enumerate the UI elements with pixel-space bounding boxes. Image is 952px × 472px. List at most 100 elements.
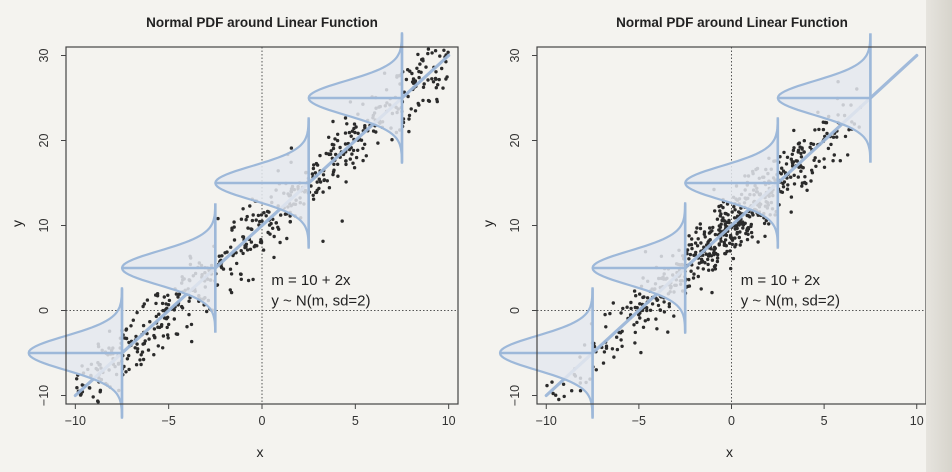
data-point: [356, 148, 360, 152]
data-point: [229, 272, 234, 276]
data-point: [363, 142, 367, 146]
y-axis-label: y: [480, 220, 496, 227]
data-point: [745, 227, 750, 231]
data-point: [638, 292, 642, 296]
y-tick-label: 0: [37, 307, 51, 314]
data-point: [751, 213, 755, 217]
data-point: [143, 339, 147, 343]
data-point: [376, 141, 380, 145]
data-point: [359, 138, 364, 142]
data-point: [245, 248, 250, 252]
data-point: [407, 129, 411, 134]
data-point: [239, 217, 244, 221]
data-point: [160, 301, 165, 306]
data-point: [545, 383, 549, 388]
data-point: [730, 238, 735, 242]
data-point: [325, 179, 329, 183]
data-point: [216, 216, 220, 221]
data-point: [632, 289, 637, 293]
data-point: [176, 295, 180, 299]
data-point: [416, 101, 420, 106]
data-point: [232, 238, 237, 242]
data-point: [620, 344, 624, 348]
data-point: [230, 228, 234, 232]
data-point: [733, 245, 737, 249]
data-point: [232, 225, 236, 229]
data-point: [550, 380, 554, 384]
data-point: [645, 306, 649, 310]
data-point: [264, 214, 268, 218]
data-point: [315, 163, 320, 167]
data-point: [276, 225, 280, 229]
data-point: [557, 397, 561, 402]
data-point: [706, 262, 710, 267]
y-tick-label: 10: [508, 219, 522, 233]
data-point: [713, 209, 717, 213]
data-point: [239, 249, 243, 253]
data-point: [416, 52, 420, 57]
data-point: [713, 246, 717, 251]
x-tick-label: 5: [821, 414, 828, 428]
data-point: [321, 239, 325, 243]
data-point: [141, 323, 146, 328]
data-point: [127, 353, 131, 358]
data-point: [351, 148, 356, 153]
data-point: [245, 214, 249, 219]
data-point: [750, 235, 754, 239]
data-point: [800, 184, 804, 188]
data-point: [825, 131, 829, 136]
y-tick-label: 0: [508, 307, 522, 314]
data-point: [361, 146, 365, 151]
x-axis-label: x: [726, 444, 733, 460]
data-point: [667, 302, 671, 306]
data-point: [232, 220, 236, 224]
data-point: [135, 350, 140, 354]
data-point: [718, 209, 722, 213]
data-point: [404, 77, 409, 82]
data-point: [363, 124, 367, 128]
data-point: [635, 320, 639, 325]
data-point: [709, 254, 714, 258]
data-point: [801, 166, 805, 170]
data-point: [312, 163, 316, 167]
data-point: [672, 314, 676, 318]
data-point: [785, 155, 790, 159]
data-point: [166, 333, 170, 337]
data-point: [343, 116, 348, 120]
x-axis-label: x: [257, 444, 264, 460]
data-point: [124, 370, 128, 374]
data-point: [215, 283, 220, 287]
data-point: [327, 135, 331, 139]
x-tick-label: −10: [65, 414, 86, 428]
data-point: [602, 350, 607, 354]
data-point: [749, 224, 753, 229]
data-point: [838, 159, 842, 163]
data-point: [727, 220, 731, 225]
data-point: [612, 355, 616, 359]
data-point: [96, 399, 100, 403]
data-point: [780, 166, 784, 170]
data-point: [311, 197, 316, 201]
data-point: [421, 85, 426, 90]
data-point: [728, 235, 733, 239]
data-point: [409, 107, 413, 111]
data-point: [658, 308, 663, 312]
data-point: [829, 142, 833, 147]
data-point: [554, 393, 558, 397]
data-point: [344, 159, 348, 163]
data-point: [251, 213, 255, 217]
data-point: [711, 225, 715, 230]
data-point: [322, 178, 326, 183]
data-point: [249, 240, 254, 244]
data-point: [713, 267, 718, 271]
annotation-distribution: y ~ N(m, sd=2): [741, 292, 840, 309]
data-point: [343, 142, 348, 146]
data-point: [288, 219, 292, 224]
data-point: [814, 164, 818, 168]
data-point: [344, 162, 348, 167]
data-point: [353, 130, 357, 135]
data-point: [309, 184, 313, 188]
data-point: [741, 226, 745, 230]
data-point: [248, 247, 253, 251]
data-point: [136, 347, 140, 351]
